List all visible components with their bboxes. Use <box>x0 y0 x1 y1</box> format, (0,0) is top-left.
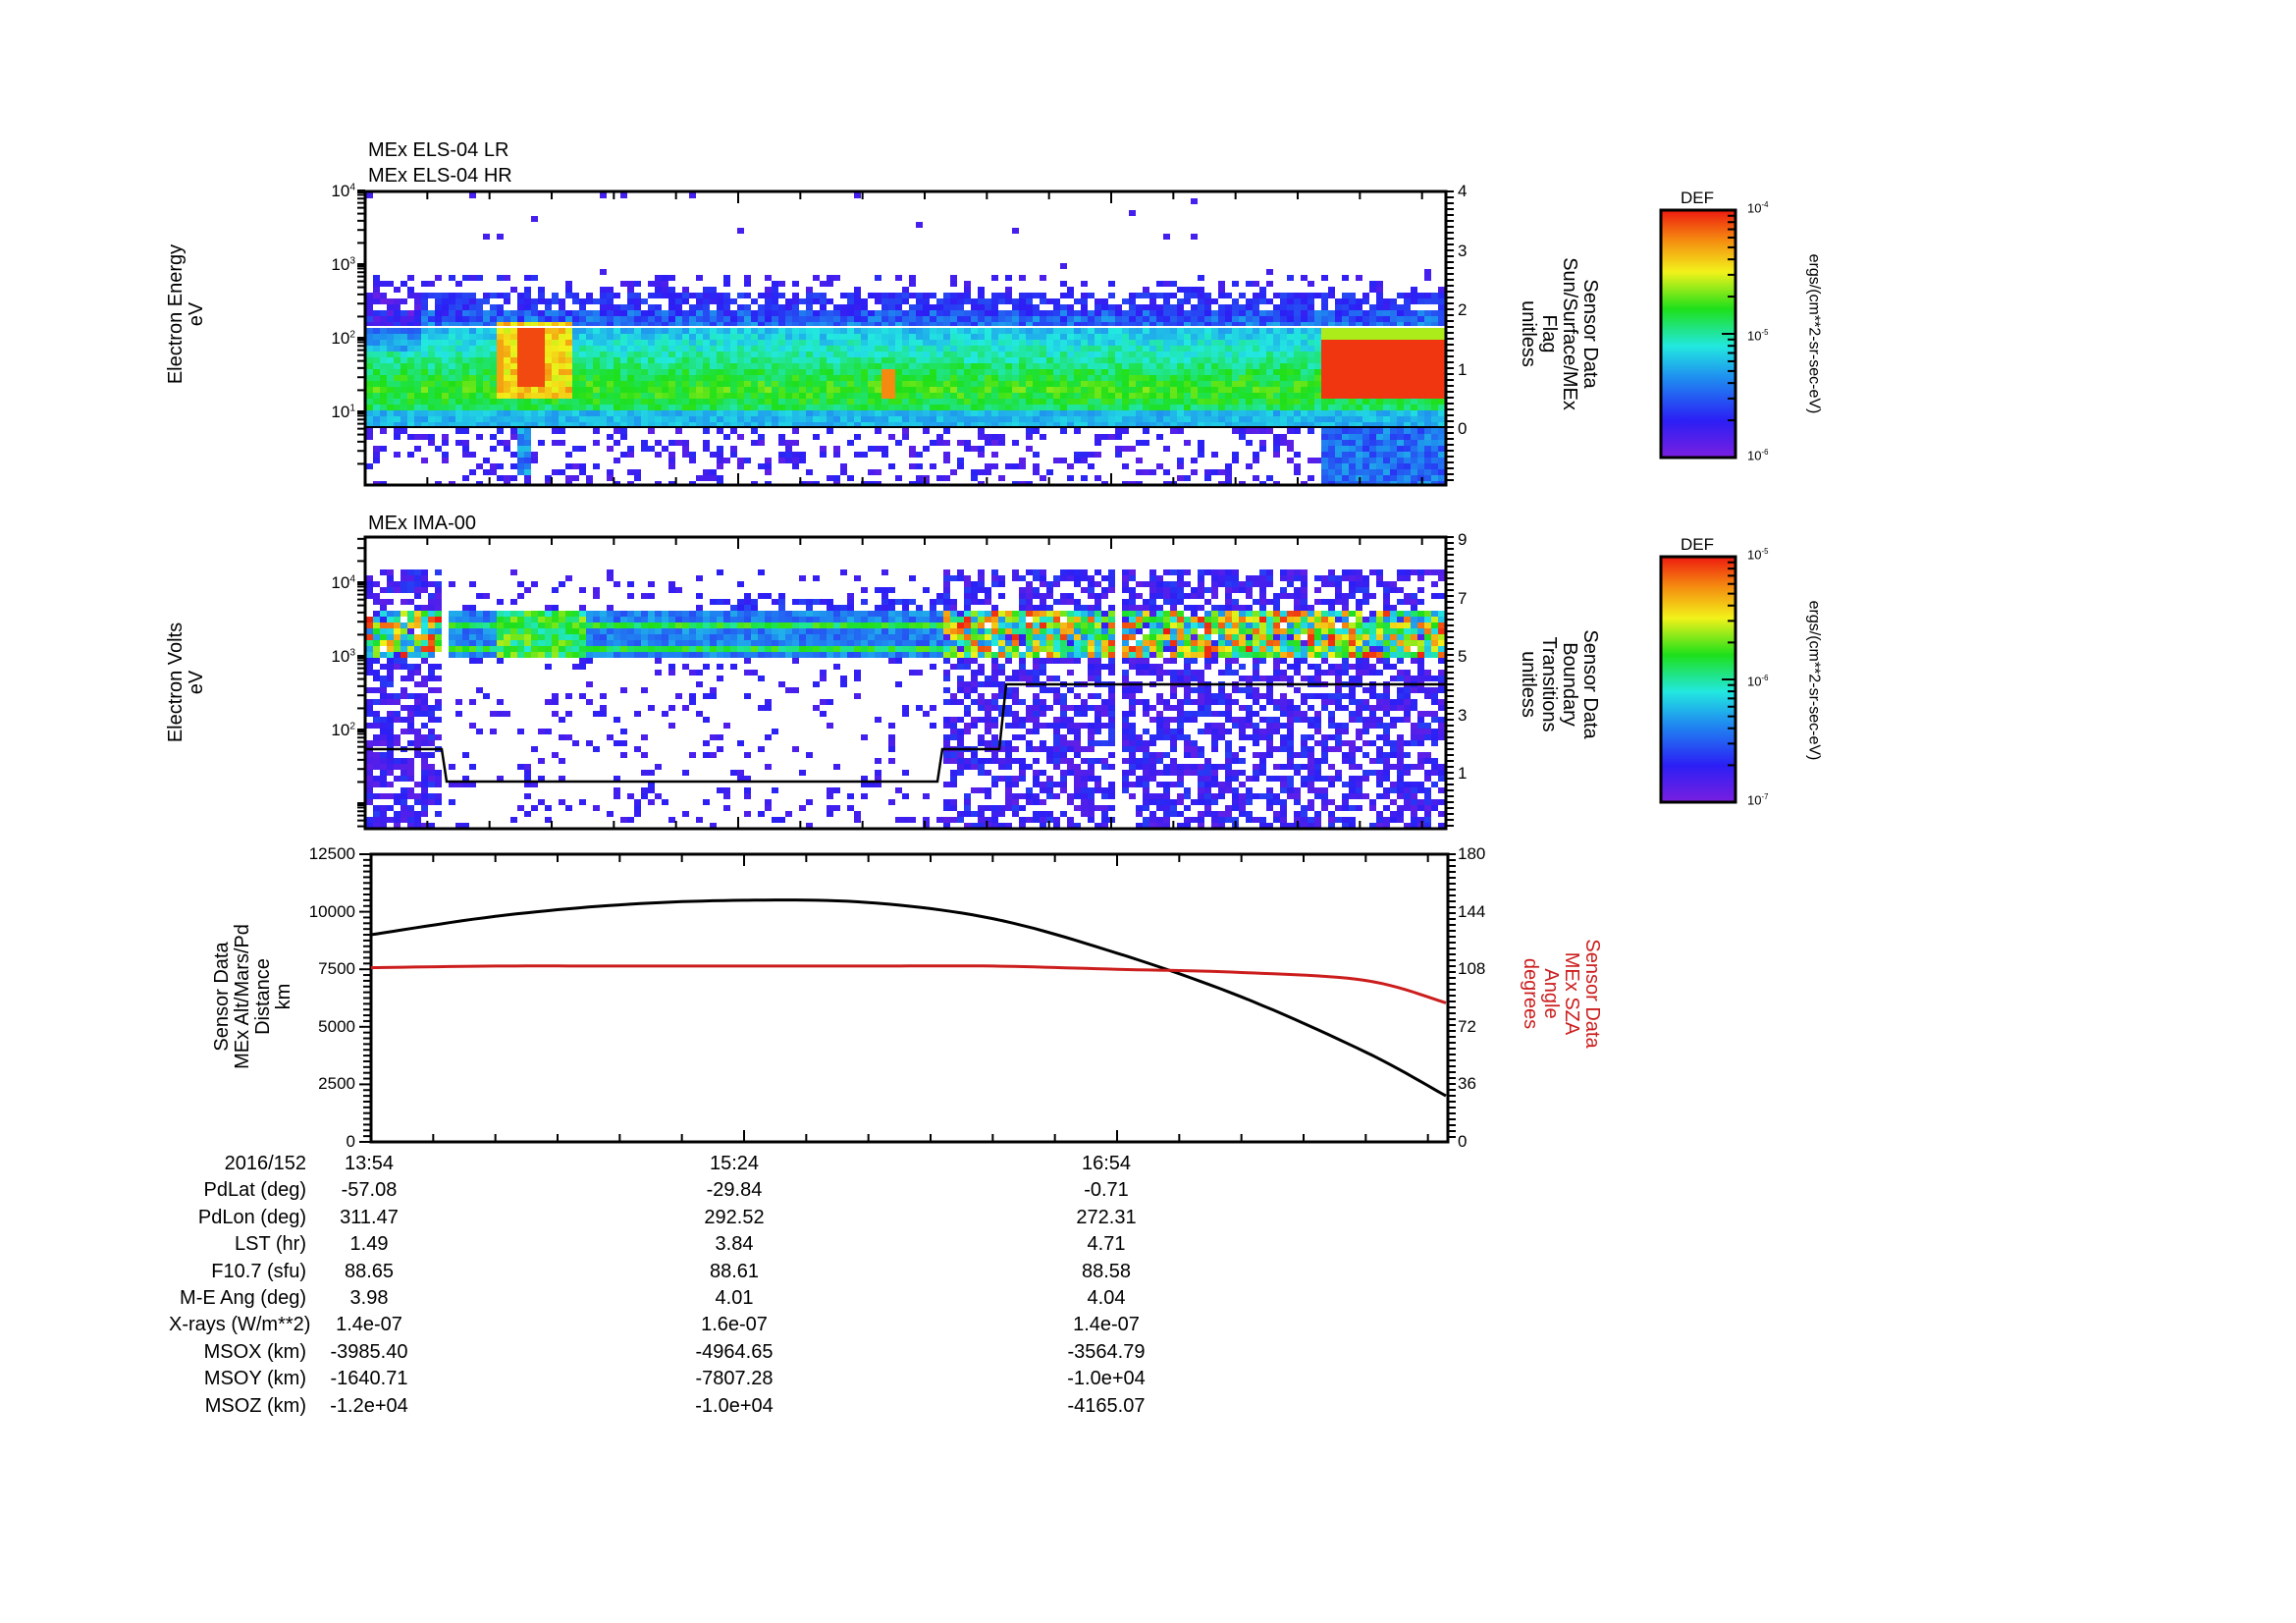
eph-value: -3985.40 <box>330 1340 408 1363</box>
ephemeris-labels: 2016/152 PdLat (deg) PdLon (deg) LST (hr… <box>169 1151 311 1420</box>
eph-value: 88.61 <box>709 1260 760 1282</box>
eph-value: 13:54 <box>344 1153 395 1174</box>
tick-label: 72 <box>1458 1016 1476 1036</box>
eph-value: 4.01 <box>715 1286 754 1309</box>
eph-value: 272.31 <box>1076 1206 1137 1228</box>
eph-value: 88.58 <box>1081 1260 1132 1282</box>
eph-value: 311.47 <box>340 1206 399 1228</box>
tick-label: 3 <box>1458 241 1468 260</box>
tick-label: 5000 <box>318 1016 355 1036</box>
eph-value: 15:24 <box>709 1153 760 1174</box>
eph-label: MSOZ (km) <box>204 1394 306 1417</box>
eph-value: 1.4e-07 <box>336 1314 402 1336</box>
eph-value: 292.52 <box>704 1206 765 1228</box>
panel1-title-lr: MEx ELS-04 LR <box>368 139 509 161</box>
tick-label: 102 <box>331 329 355 348</box>
eph-value: 88.65 <box>344 1260 395 1282</box>
eph-value: -1.0e+04 <box>1067 1368 1146 1390</box>
eph-value: -1.0e+04 <box>695 1394 774 1417</box>
tick-label: 10-7 <box>1747 792 1769 808</box>
tick-label: 5 <box>1458 647 1468 666</box>
panel1-title-hr: MEx ELS-04 HR <box>368 165 512 187</box>
tick-label: 108 <box>1458 959 1486 979</box>
tick-label: 36 <box>1458 1074 1476 1094</box>
tick-label: 4 <box>1458 182 1468 200</box>
tick-label: 10-5 <box>1747 328 1769 344</box>
eph-label: LST (hr) <box>235 1233 306 1256</box>
panel2-title: MEx IMA-00 <box>368 513 477 534</box>
tick-label: 7 <box>1458 588 1468 608</box>
els-spectrogram <box>366 192 1445 484</box>
tick-label: 2500 <box>318 1074 355 1094</box>
ephemeris-col-1654: 16:54 -0.71 272.31 4.71 88.58 4.04 1.4e-… <box>1028 1151 1185 1420</box>
colorbar2-title: DEF <box>1681 535 1714 554</box>
line-series <box>370 898 1447 1098</box>
eph-value: -1640.71 <box>330 1368 408 1390</box>
eph-value: 4.04 <box>1087 1286 1126 1309</box>
eph-value: 3.98 <box>349 1286 389 1309</box>
tick-label: 10-6 <box>1747 448 1769 463</box>
eph-value: 3.84 <box>715 1233 754 1256</box>
eph-label: X-rays (W/m**2) <box>169 1314 311 1336</box>
eph-label: MSOX (km) <box>203 1340 306 1363</box>
tick-label: 103 <box>331 255 355 274</box>
tick-label: 7500 <box>318 959 355 979</box>
tick-label: 9 <box>1458 530 1468 549</box>
ima-spectrogram <box>366 569 1445 828</box>
tick-label: 104 <box>331 573 355 592</box>
tick-label: 1 <box>1458 764 1468 783</box>
eph-value: -1.2e+04 <box>330 1394 408 1417</box>
eph-value: -4964.65 <box>695 1340 774 1363</box>
axes <box>357 189 1456 1144</box>
eph-value: -3564.79 <box>1067 1340 1146 1363</box>
eph-value: -0.71 <box>1084 1179 1129 1202</box>
eph-value: -4165.07 <box>1067 1394 1146 1417</box>
tick-label: 104 <box>331 182 355 200</box>
eph-value: 16:54 <box>1081 1153 1132 1174</box>
tick-label: 101 <box>331 403 355 421</box>
eph-value: 4.71 <box>1087 1233 1126 1256</box>
colorbar1-title: DEF <box>1681 189 1714 207</box>
tick-label: 180 <box>1458 844 1486 863</box>
tick-label: 0 <box>346 1132 355 1151</box>
tick-label: 3 <box>1458 705 1468 725</box>
tick-label: 1 <box>1458 359 1468 379</box>
tick-label: 10-5 <box>1747 547 1769 563</box>
tick-label: 12500 <box>308 844 355 863</box>
eph-label: PdLat (deg) <box>203 1179 306 1202</box>
altitude-line <box>370 898 1447 1098</box>
eph-value: 1.4e-07 <box>1073 1314 1140 1336</box>
sza-line <box>370 964 1447 1004</box>
tick-label: 2 <box>1458 300 1468 319</box>
eph-value: -29.84 <box>706 1179 763 1202</box>
ephemeris-col-1524: 15:24 -29.84 292.52 3.84 88.61 4.01 1.6e… <box>656 1151 813 1420</box>
tick-label: 10-4 <box>1747 200 1769 216</box>
tick-label: 102 <box>331 721 355 739</box>
eph-label: MSOY (km) <box>203 1368 306 1390</box>
tick-label: 0 <box>1458 1132 1468 1151</box>
eph-value: -7807.28 <box>695 1368 774 1390</box>
eph-label: F10.7 (sfu) <box>211 1260 306 1282</box>
eph-label: M-E Ang (deg) <box>180 1286 306 1309</box>
tick-label: 144 <box>1458 901 1486 921</box>
tick-label: 10000 <box>308 901 355 921</box>
eph-label: PdLon (deg) <box>197 1206 306 1228</box>
eph-value: 1.6e-07 <box>701 1314 768 1336</box>
tick-label: 10-6 <box>1747 674 1769 689</box>
eph-label: 2016/152 <box>224 1153 306 1174</box>
tick-label: 103 <box>331 647 355 666</box>
eph-value: -57.08 <box>341 1179 398 1202</box>
ephemeris-col-1354: 13:54 -57.08 311.47 1.49 88.65 3.98 1.4e… <box>291 1151 448 1420</box>
tick-label: 0 <box>1458 419 1468 438</box>
eph-value: 1.49 <box>349 1233 389 1256</box>
